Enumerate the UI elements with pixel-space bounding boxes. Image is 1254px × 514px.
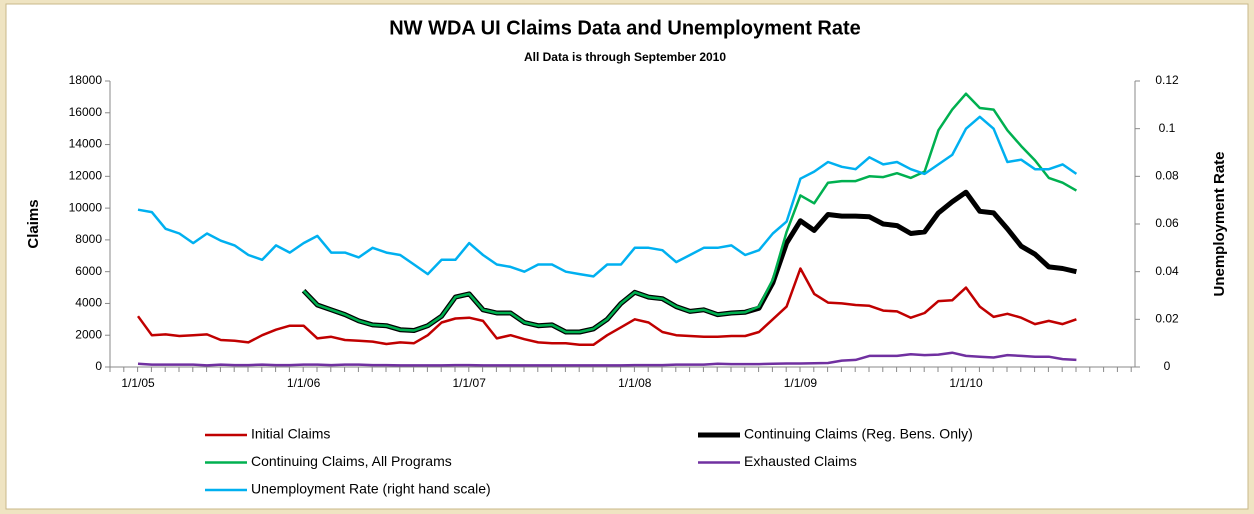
y-tick-label: 4000 xyxy=(75,296,102,310)
series-line xyxy=(137,115,1078,278)
y-tick-label: 18000 xyxy=(69,73,103,87)
y-tick-label: 12000 xyxy=(69,169,103,183)
legend-label: Unemployment Rate (right hand scale) xyxy=(251,481,491,497)
chart-title: NW WDA UI Claims Data and Unemployment R… xyxy=(389,17,861,39)
y-tick-label: 8000 xyxy=(75,232,102,246)
legend-label: Continuing Claims, All Programs xyxy=(251,453,452,469)
y-tick-label: 2000 xyxy=(75,327,102,341)
y-tick-label: 16000 xyxy=(69,105,103,119)
series-line xyxy=(137,351,1077,367)
y2-tick-label: 0.06 xyxy=(1155,216,1179,230)
y-axis-label: Claims xyxy=(25,199,42,248)
y-tick-label: 10000 xyxy=(69,200,103,214)
x-tick-label: 1/1/06 xyxy=(287,376,321,390)
x-tick-label: 1/1/08 xyxy=(618,376,652,390)
y-tick-label: 0 xyxy=(95,359,102,373)
legend-label: Continuing Claims (Reg. Bens. Only) xyxy=(744,426,973,442)
y2-tick-label: 0.1 xyxy=(1159,121,1176,135)
y2-tick-label: 0.08 xyxy=(1155,169,1179,183)
y2-tick-label: 0.04 xyxy=(1155,264,1179,278)
y2-tick-label: 0 xyxy=(1164,359,1171,373)
legend-label: Exhausted Claims xyxy=(744,453,857,469)
x-tick-label: 1/1/09 xyxy=(784,376,818,390)
x-tick-label: 1/1/05 xyxy=(121,376,155,390)
series-line xyxy=(302,92,1078,334)
y-tick-label: 14000 xyxy=(69,137,103,151)
x-tick-label: 1/1/07 xyxy=(453,376,487,390)
series-line xyxy=(136,267,1077,347)
legend-label: Initial Claims xyxy=(251,426,330,442)
y2-tick-label: 0.12 xyxy=(1155,73,1179,87)
y2-axis-label: Unemployment Rate xyxy=(1211,151,1228,296)
y2-tick-label: 0.02 xyxy=(1155,312,1179,326)
x-tick-label: 1/1/10 xyxy=(949,376,983,390)
y-tick-label: 6000 xyxy=(75,264,102,278)
chart-subtitle: All Data is through September 2010 xyxy=(524,50,726,64)
